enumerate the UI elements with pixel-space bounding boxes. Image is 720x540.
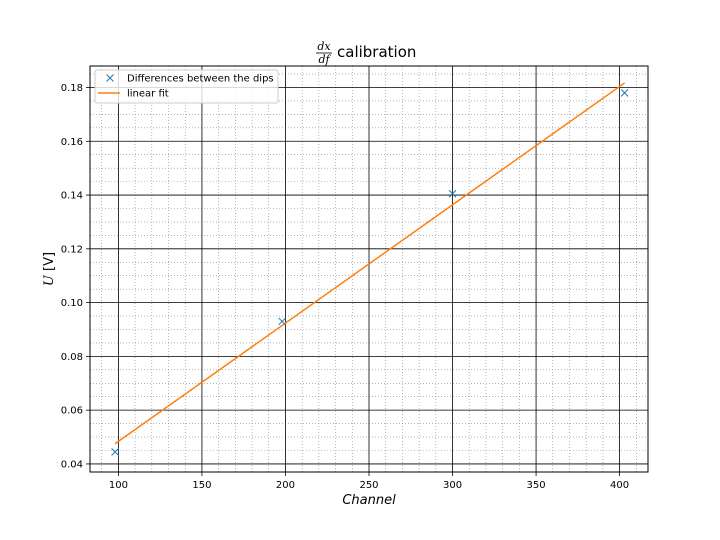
title-fraction-numerator: dx: [317, 40, 331, 53]
y-axis-label-unit: [V]: [42, 252, 57, 271]
marker-stroke: [620, 89, 629, 97]
legend-label: Differences between the dips: [127, 74, 274, 85]
x-tick-label: 300: [443, 480, 462, 491]
marker-stroke: [278, 317, 286, 326]
y-tick-label: 0.16: [61, 137, 83, 148]
title-fraction-denominator: df: [318, 53, 331, 66]
x-tick-label: 400: [610, 480, 629, 491]
x-tick-label: 150: [192, 480, 211, 491]
legend-entry: Differences between the dips: [106, 74, 274, 85]
y-axis-label-symbol: U: [42, 271, 57, 286]
x-tick-label: 100: [109, 480, 128, 491]
marker-stroke: [111, 447, 119, 456]
y-axis-label: U [V]: [42, 252, 57, 286]
data-point-marker: [620, 89, 629, 97]
linear-fit-line: [114, 82, 626, 445]
data-point-marker: [278, 317, 286, 326]
x-axis-label: Channel: [342, 493, 396, 508]
x-tick-label: 250: [359, 480, 378, 491]
y-tick-label: 0.10: [61, 298, 83, 309]
title-text: calibration: [337, 43, 416, 61]
marker-stroke: [448, 189, 457, 198]
legend-label: linear fit: [127, 89, 169, 100]
legend-box: [94, 69, 279, 104]
series-layer: [111, 82, 629, 456]
legend: Differences between the dips linear fit: [94, 69, 279, 104]
y-tick-label: 0.08: [61, 352, 83, 363]
y-tick-label: 0.12: [61, 244, 83, 255]
major-grid: [90, 66, 648, 472]
y-tick-label: 0.06: [61, 406, 83, 417]
legend-marker-stroke: [106, 74, 114, 82]
x-tick-label: 200: [276, 480, 295, 491]
y-tick-label: 0.04: [61, 459, 83, 470]
y-tick-label: 0.14: [61, 191, 83, 202]
y-tick-label: 0.18: [61, 83, 83, 94]
data-point-marker: [111, 447, 119, 456]
data-point-marker: [448, 189, 457, 198]
legend-entry: linear fit: [98, 89, 169, 100]
axis-ticks: 100 150 200 250 300 350 400 0.04 0.06 0.08 0.10 0.1…: [61, 83, 629, 491]
x-tick-label: 350: [527, 480, 546, 491]
chart-title: dx df calibration: [316, 40, 416, 66]
